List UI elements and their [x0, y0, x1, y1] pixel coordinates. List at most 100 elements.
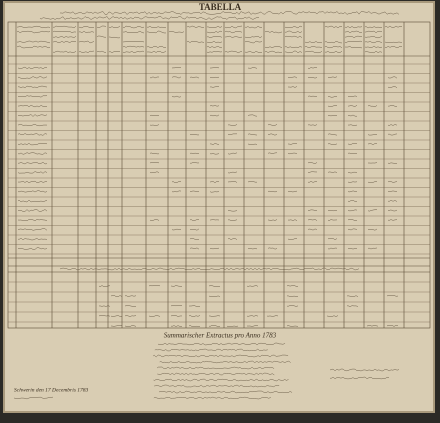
script-stroke — [224, 35, 243, 38]
script-stroke — [17, 199, 48, 203]
script-stroke — [246, 315, 259, 317]
script-stroke — [209, 180, 220, 184]
script-stroke — [304, 50, 323, 54]
script-stroke — [327, 133, 338, 136]
script-stroke — [387, 105, 398, 107]
script-stroke — [59, 11, 400, 15]
script-stroke — [287, 86, 298, 88]
script-stroke — [122, 45, 145, 48]
script-stroke — [326, 315, 339, 317]
script-stroke — [327, 143, 338, 145]
script-stroke — [387, 162, 398, 164]
script-stroke — [387, 86, 398, 88]
script-stroke — [284, 25, 303, 29]
script-stroke — [52, 30, 77, 33]
script-stroke — [108, 36, 121, 39]
script-stroke — [78, 26, 95, 29]
script-stroke — [227, 124, 238, 126]
script-stroke — [307, 67, 318, 70]
script-stroke — [304, 41, 323, 44]
script-stroke — [206, 25, 223, 28]
script-stroke — [367, 143, 378, 145]
script-stroke — [367, 181, 378, 183]
title: TABELLA — [199, 2, 242, 12]
script-stroke — [267, 133, 278, 136]
script-stroke — [209, 86, 220, 88]
script-stroke — [59, 267, 360, 271]
script-stroke — [17, 161, 48, 165]
script-stroke — [344, 30, 363, 34]
script-stroke — [208, 285, 221, 287]
script-stroke — [287, 76, 298, 79]
script-stroke — [347, 219, 358, 221]
script-stroke — [189, 247, 200, 250]
script-stroke — [17, 171, 48, 174]
script-stroke — [367, 162, 378, 164]
script-stroke — [387, 219, 398, 221]
script-stroke — [124, 295, 137, 297]
script-stroke — [247, 133, 258, 136]
script-stroke — [170, 325, 183, 327]
script-stroke — [17, 218, 48, 222]
script-stroke — [17, 95, 48, 98]
script-stroke — [367, 228, 378, 231]
script-stroke — [227, 181, 238, 183]
script-stroke — [170, 305, 183, 307]
script-stroke — [264, 30, 283, 34]
script-stroke — [189, 219, 200, 221]
script-stroke — [149, 76, 160, 79]
script-stroke — [347, 152, 358, 154]
script-stroke — [307, 77, 318, 79]
script-stroke — [189, 152, 200, 154]
script-stroke — [387, 124, 398, 126]
script-stroke — [244, 35, 263, 39]
script-stroke — [209, 247, 220, 250]
script-stroke — [284, 30, 303, 34]
script-stroke — [209, 153, 220, 155]
script-stroke — [284, 46, 303, 49]
script-stroke — [307, 162, 318, 164]
script-stroke — [157, 342, 286, 346]
script-stroke — [209, 114, 220, 117]
script-stroke — [384, 45, 403, 49]
script-stroke — [307, 209, 318, 211]
script-stroke — [171, 181, 182, 183]
script-stroke — [384, 25, 403, 28]
script-stroke — [209, 143, 220, 145]
script-stroke — [307, 171, 318, 173]
script-stroke — [347, 124, 358, 126]
script-stroke — [286, 285, 299, 287]
script-stroke — [287, 143, 298, 145]
script-stroke — [52, 36, 77, 39]
script-stroke — [110, 315, 123, 317]
script-stroke — [206, 45, 223, 49]
script-stroke — [159, 360, 291, 364]
script-stroke — [17, 85, 48, 89]
script-stroke — [244, 40, 263, 44]
script-stroke — [387, 190, 398, 193]
script-stroke — [149, 152, 160, 155]
script-stroke — [387, 209, 398, 212]
script-stroke — [247, 67, 258, 69]
script-stroke — [347, 209, 358, 212]
script-stroke — [17, 152, 48, 155]
script-stroke — [227, 237, 238, 240]
script-stroke — [327, 115, 338, 117]
script-stroke — [208, 315, 221, 317]
script-stroke — [307, 219, 318, 221]
handwriting — [13, 11, 403, 400]
script-stroke — [16, 45, 51, 49]
script-stroke — [17, 247, 48, 250]
script-stroke — [122, 30, 145, 34]
script-stroke — [324, 40, 343, 44]
script-stroke — [209, 105, 220, 107]
script-stroke — [267, 219, 278, 221]
script-stroke — [244, 25, 263, 29]
script-stroke — [347, 228, 358, 231]
script-stroke — [17, 114, 48, 117]
script-stroke — [284, 35, 303, 38]
script-stroke — [286, 325, 299, 327]
script-stroke — [206, 40, 223, 43]
script-stroke — [206, 36, 223, 38]
